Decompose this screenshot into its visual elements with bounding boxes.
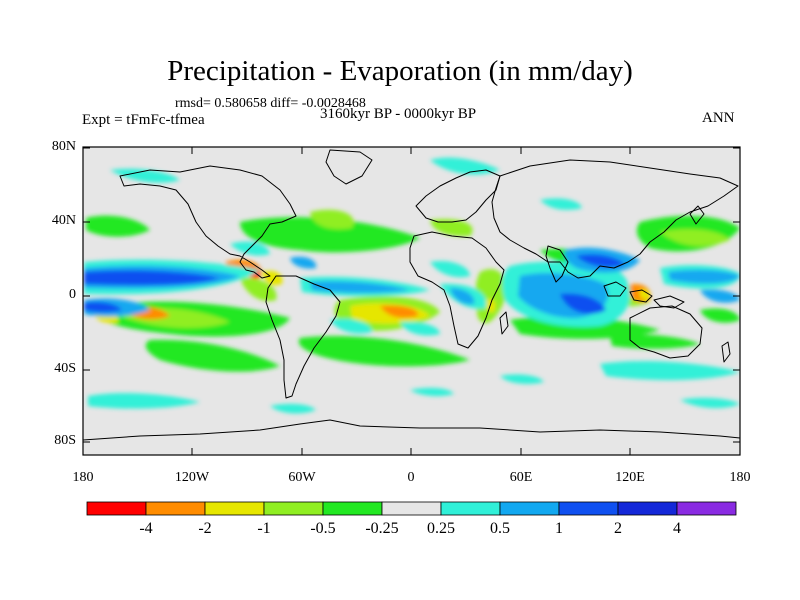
colorbar <box>86 501 737 516</box>
coastline-madagascar <box>499 311 509 335</box>
map-title: Precipitation - Evaporation (in mm/day) <box>167 55 633 87</box>
colorbar-label: 2 <box>614 520 622 537</box>
field-patch <box>270 403 316 414</box>
coastline-asia <box>491 159 739 279</box>
colorbar-label: -0.25 <box>365 520 399 537</box>
colorbar-label: 0.25 <box>427 520 455 537</box>
field-patch <box>430 260 470 278</box>
field-patch <box>410 387 454 397</box>
coastlines <box>83 149 740 441</box>
field-patch <box>298 336 470 367</box>
colorbar-label: -2 <box>198 520 212 537</box>
colorbar-box <box>617 501 678 516</box>
axis-ticks <box>82 147 741 455</box>
colorbar-box <box>558 501 619 516</box>
colorbar-box <box>499 501 560 516</box>
field-patch <box>700 289 740 303</box>
colorbar-box <box>381 501 442 516</box>
coastline-south-america <box>265 275 341 399</box>
field-patch <box>84 301 122 313</box>
lon-tick-label: 60E <box>509 470 533 485</box>
coastline-new-zealand <box>721 341 731 363</box>
colorbar-box <box>322 501 383 516</box>
field-patch <box>240 217 420 253</box>
coastline-maritime <box>603 281 685 309</box>
field-patch <box>668 269 740 284</box>
field-patch <box>576 254 625 268</box>
colorbar-label: 1 <box>555 520 563 537</box>
field-patch <box>475 269 507 324</box>
field-patch <box>310 281 410 293</box>
coastline-greenland <box>325 149 373 185</box>
field-patch <box>145 339 280 372</box>
stats-subtitle: rmsd= 0.580658 diff= -0.0028468 <box>175 96 366 111</box>
colorbar-box <box>145 501 206 516</box>
field-patch <box>330 318 372 334</box>
coastline-antarctica <box>83 419 740 441</box>
colorbar-box <box>86 501 147 516</box>
colorbar-label: -1 <box>257 520 271 537</box>
season-label: ANN <box>702 110 735 126</box>
colorbar-label: -0.5 <box>310 520 336 537</box>
field-patch <box>84 270 220 286</box>
field-patch <box>500 374 544 384</box>
field-patch <box>660 229 730 247</box>
lon-tick-label: 180 <box>729 470 751 485</box>
field-patch <box>290 256 317 269</box>
colorbar-box <box>440 501 501 516</box>
lat-tick-label: 80N <box>51 139 76 154</box>
field-patch <box>450 288 475 305</box>
lon-tick-label: 60W <box>288 470 316 485</box>
field-patch <box>700 308 740 323</box>
field-patch <box>540 198 582 210</box>
field-contours <box>83 149 740 441</box>
colorbar-box <box>263 501 324 516</box>
field-patch <box>86 215 150 237</box>
field-patch <box>400 321 440 336</box>
field-patch <box>610 334 700 349</box>
field-patch <box>380 305 419 318</box>
period-label: 3160kyr BP - 0000kyr BP <box>320 106 477 122</box>
field-patch <box>110 168 180 183</box>
field-patch <box>430 218 473 237</box>
field-patch <box>639 289 650 300</box>
colorbar-box <box>204 501 265 516</box>
colorbar-label: 0.5 <box>490 520 510 537</box>
field-patch <box>560 293 606 314</box>
lat-tick-label: 0 <box>69 287 76 302</box>
coastline-africa <box>409 231 505 349</box>
lat-tick-label: 40N <box>51 213 76 228</box>
lon-tick-label: 0 <box>407 470 415 485</box>
coastline-australia <box>629 305 703 359</box>
field-patch <box>600 361 740 381</box>
coastline-japan <box>689 205 705 225</box>
colorbar-label: -4 <box>139 520 153 537</box>
colorbar-box <box>676 501 737 516</box>
lat-tick-label: 80S <box>54 433 76 448</box>
colorbar-label: 4 <box>673 520 681 537</box>
lon-tick-label: 180 <box>72 470 94 485</box>
coastline-india <box>545 245 569 283</box>
experiment-label: Expt = tFmFc-tfmea <box>82 112 205 128</box>
lon-tick-label: 120E <box>615 470 645 485</box>
field-patch <box>310 209 354 230</box>
lon-tick-label: 120W <box>174 470 210 485</box>
coastline-europe <box>415 169 501 223</box>
field-patch <box>88 393 200 409</box>
field-patch <box>680 397 740 409</box>
coastline-north-america <box>119 165 297 279</box>
lat-tick-label: 40S <box>54 361 76 376</box>
